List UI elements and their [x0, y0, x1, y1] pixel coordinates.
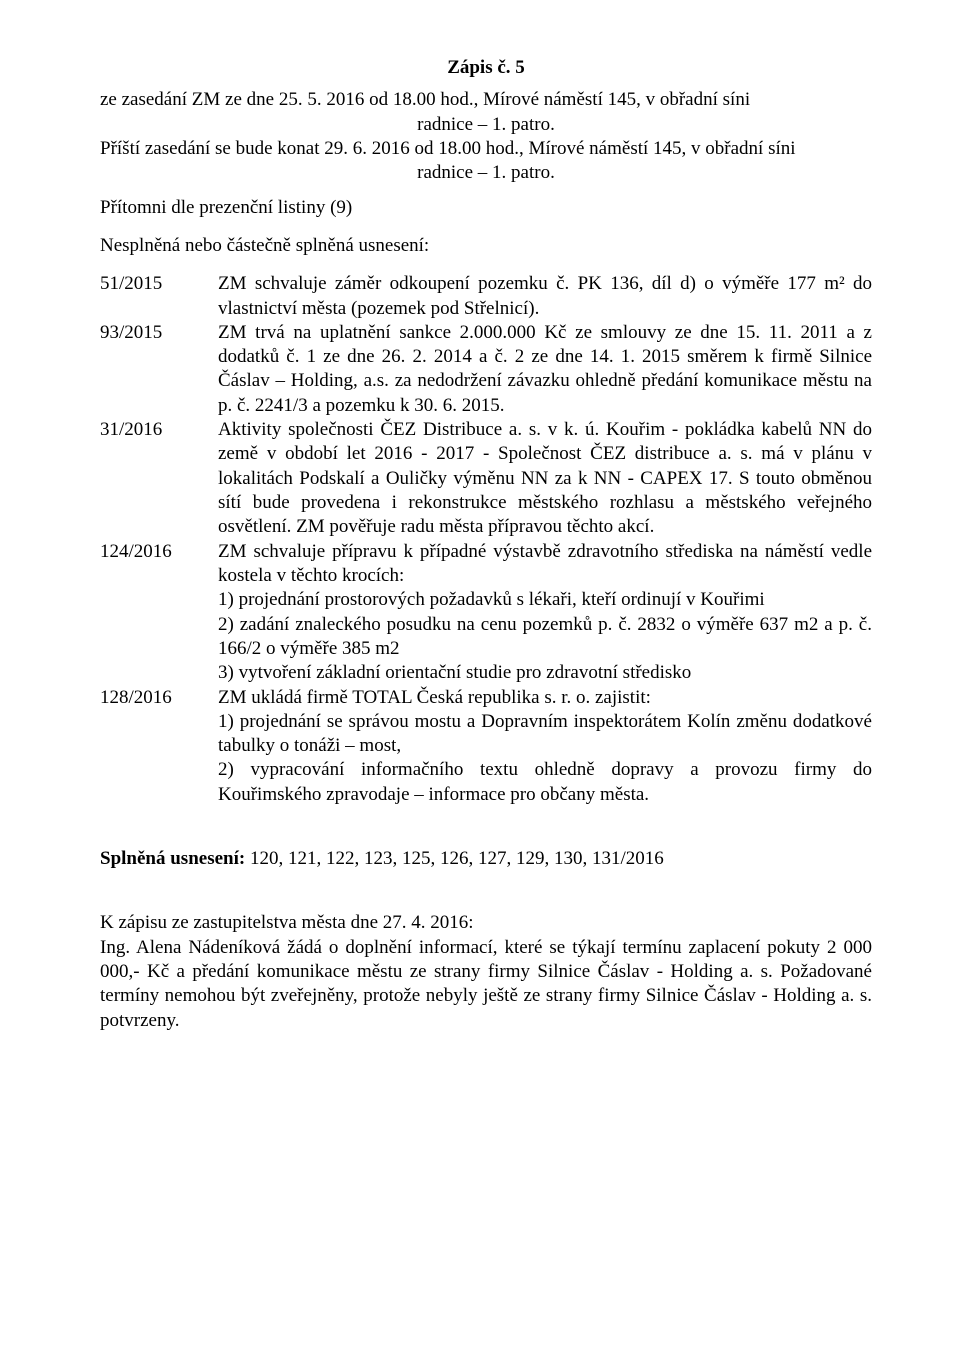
document-title: Zápis č. 5: [100, 56, 872, 80]
minutes-note-block: K zápisu ze zastupitelstva města dne 27.…: [100, 911, 872, 1033]
resolution-text: ZM schvaluje přípravu k případné výstavb…: [218, 540, 872, 589]
resolutions-table: 51/2015 ZM schvaluje záměr odkoupení poz…: [100, 272, 872, 807]
resolution-text: ZM schvaluje záměr odkoupení pozemku č. …: [218, 272, 872, 321]
resolution-body: Aktivity společnosti ČEZ Distribuce a. s…: [218, 418, 872, 540]
resolution-text: 2) vypracování informačního textu ohledn…: [218, 758, 872, 807]
fulfilled-values: 120, 121, 122, 123, 125, 126, 127, 129, …: [245, 848, 664, 869]
resolution-text: 1) projednání prostorových požadavků s l…: [218, 588, 872, 612]
resolution-text: 1) projednání se správou mostu a Dopravn…: [218, 710, 872, 759]
resolution-body: ZM trvá na uplatnění sankce 2.000.000 Kč…: [218, 321, 872, 418]
resolution-number: 124/2016: [100, 540, 218, 686]
intro-center-1: radnice – 1. patro.: [100, 113, 872, 137]
fulfilled-label: Splněná usnesení:: [100, 848, 245, 869]
intro-block: ze zasedání ZM ze dne 25. 5. 2016 od 18.…: [100, 88, 872, 185]
intro-line-1: ze zasedání ZM ze dne 25. 5. 2016 od 18.…: [100, 89, 750, 110]
fulfilled-resolutions: Splněná usnesení: 120, 121, 122, 123, 12…: [100, 847, 872, 871]
resolution-text: 3) vytvoření základní orientační studie …: [218, 661, 872, 685]
minutes-note-body: Ing. Alena Nádeníková žádá o doplnění in…: [100, 936, 872, 1033]
spacer: [100, 871, 872, 911]
resolution-row: 93/2015 ZM trvá na uplatnění sankce 2.00…: [100, 321, 872, 418]
resolution-text: Aktivity společnosti ČEZ Distribuce a. s…: [218, 418, 872, 540]
document-page: Zápis č. 5 ze zasedání ZM ze dne 25. 5. …: [0, 0, 960, 1362]
resolution-number: 51/2015: [100, 272, 218, 321]
resolution-text: ZM trvá na uplatnění sankce 2.000.000 Kč…: [218, 321, 872, 418]
resolution-text: ZM ukládá firmě TOTAL Česká republika s.…: [218, 686, 872, 710]
resolution-row: 51/2015 ZM schvaluje záměr odkoupení poz…: [100, 272, 872, 321]
resolution-body: ZM schvaluje záměr odkoupení pozemku č. …: [218, 272, 872, 321]
resolution-row: 128/2016 ZM ukládá firmě TOTAL Česká rep…: [100, 686, 872, 808]
attendance-line: Přítomni dle prezenční listiny (9): [100, 196, 872, 220]
resolution-number: 93/2015: [100, 321, 218, 418]
intro-line-2: Příští zasedání se bude konat 29. 6. 201…: [100, 138, 796, 159]
resolution-text: 2) zadání znaleckého posudku na cenu poz…: [218, 613, 872, 662]
resolution-body: ZM ukládá firmě TOTAL Česká republika s.…: [218, 686, 872, 808]
resolution-number: 128/2016: [100, 686, 218, 808]
resolution-row: 31/2016 Aktivity společnosti ČEZ Distrib…: [100, 418, 872, 540]
resolution-body: ZM schvaluje přípravu k případné výstavb…: [218, 540, 872, 686]
unresolved-header: Nesplněná nebo částečně splněná usnesení…: [100, 234, 872, 258]
intro-center-2: radnice – 1. patro.: [100, 161, 872, 185]
resolution-number: 31/2016: [100, 418, 218, 540]
minutes-note-header: K zápisu ze zastupitelstva města dne 27.…: [100, 911, 872, 935]
spacer: [100, 807, 872, 847]
resolution-row: 124/2016 ZM schvaluje přípravu k případn…: [100, 540, 872, 686]
